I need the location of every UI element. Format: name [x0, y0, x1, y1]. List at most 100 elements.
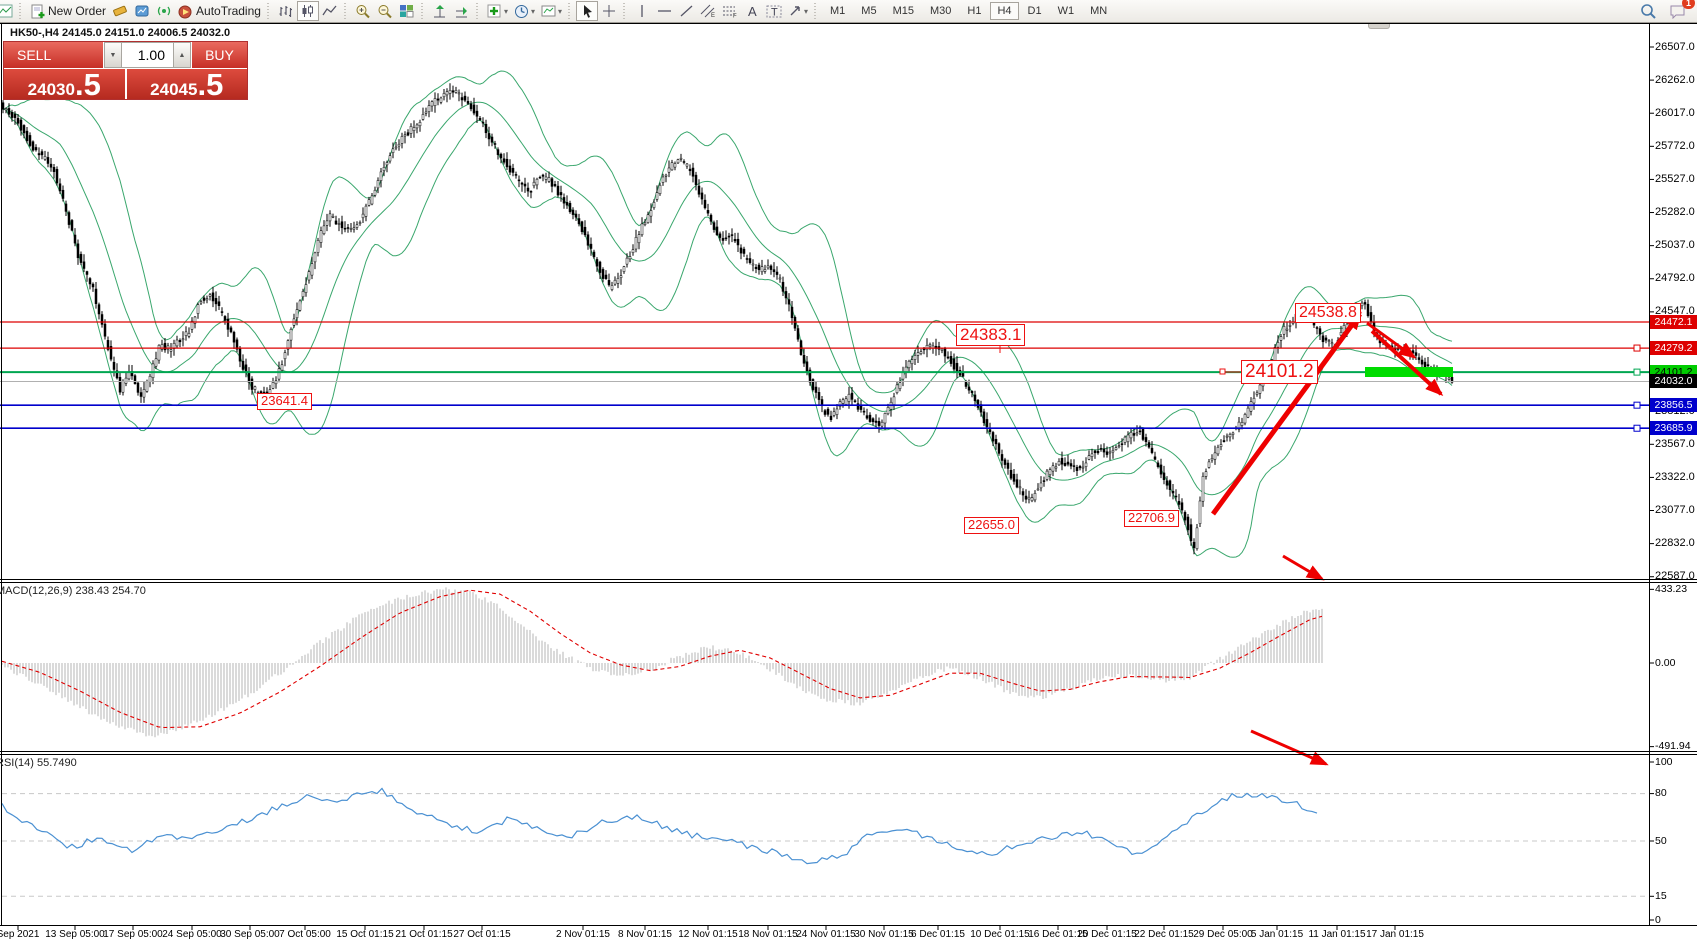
y-axis-label: 24547.0	[1655, 305, 1695, 318]
candlestick-series	[1, 83, 1454, 555]
x-axis-label: 22 Dec 01:15	[1134, 929, 1194, 940]
buy-price[interactable]: 24045.5	[124, 69, 247, 100]
chevron-down-icon: ▾	[530, 6, 535, 16]
x-axis-label: 6 Dec 01:15	[911, 929, 965, 940]
timeframe-H1[interactable]: H1	[967, 5, 982, 17]
candlestick-chart-icon[interactable]	[296, 1, 319, 21]
y-axis-label: 25527.0	[1655, 172, 1695, 185]
price-annotation-22655.0[interactable]: 22655.0	[964, 517, 1019, 534]
price-annotation-24538.8[interactable]: 24538.8	[1295, 303, 1361, 324]
chart-shift-icon[interactable]	[429, 1, 451, 21]
chart-window-icon[interactable]	[0, 1, 16, 21]
trendline-icon[interactable]	[675, 1, 697, 21]
timeframe-M15[interactable]: M15	[892, 5, 914, 17]
profile-icon[interactable]	[131, 1, 153, 21]
templates-icon[interactable]: ▾	[538, 1, 565, 21]
toolbar-grip	[568, 3, 573, 19]
timeframe-H4[interactable]: H4	[990, 2, 1019, 20]
timeframe-D1[interactable]: D1	[1027, 5, 1042, 17]
buy-button[interactable]: BUY	[191, 42, 247, 68]
chart-title: HK50-,H4 24145.0 24151.0 24006.5 24032.0	[10, 27, 231, 39]
buy-price-int: 24045	[150, 80, 198, 99]
horizontal-line-icon[interactable]	[653, 1, 675, 21]
arrows-icon[interactable]: ▾	[785, 1, 811, 21]
timeframe-M5[interactable]: M5	[861, 5, 877, 17]
toolbar-grip	[420, 3, 426, 19]
x-axis-label: 11 Jan 01:15	[1308, 929, 1366, 940]
price-annotation-23641.4[interactable]: 23641.4	[257, 393, 312, 410]
price-annotation-24101.2[interactable]: 24101.2	[1241, 360, 1318, 384]
sell-button[interactable]: SELL	[4, 42, 104, 68]
chat-icon[interactable]: 1	[1666, 0, 1695, 21]
indicators-icon[interactable]: ▾	[484, 1, 511, 21]
text-label-icon[interactable]: T	[763, 1, 785, 21]
sell-price-int: 24030	[27, 80, 75, 99]
x-axis-label: 30 Sep 05:00	[220, 929, 280, 940]
indicator-panels	[1, 587, 1649, 897]
tile-windows-icon[interactable]	[396, 1, 418, 21]
bar-chart-icon[interactable]	[275, 1, 297, 21]
equidistant-channel-icon[interactable]: E	[697, 1, 719, 21]
svg-text:E: E	[711, 13, 715, 18]
autotrading-button[interactable]: AutoTrading	[175, 1, 264, 21]
price-badge-24032.0: 24032.0	[1650, 374, 1697, 389]
x-axis-label: 13 Sep 05:00	[45, 929, 105, 940]
new-order-label: New Order	[48, 4, 107, 18]
window-splitter-handle[interactable]	[1368, 24, 1390, 29]
y-axis-label: 24792.0	[1655, 272, 1695, 285]
x-axis-label: 8 Nov 01:15	[618, 929, 672, 940]
x-axis-label: 17 Jan 01:15	[1366, 929, 1424, 940]
x-axis-label: 12 Nov 01:15	[678, 929, 738, 940]
x-axis-label: 20 Dec 01:15	[1077, 929, 1137, 940]
y-axis-label: 23322.0	[1655, 470, 1695, 483]
svg-text:A: A	[748, 4, 757, 18]
crosshair-icon[interactable]	[598, 1, 620, 21]
price-annotation-24383.1[interactable]: 24383.1	[956, 324, 1026, 346]
fibonacci-icon[interactable]: F	[719, 1, 741, 21]
text-icon[interactable]: A	[741, 1, 763, 21]
sell-price[interactable]: 24030.5	[4, 69, 125, 100]
autotrading-label: AutoTrading	[196, 4, 261, 18]
price-badge-23685.9: 23685.9	[1650, 421, 1697, 436]
timeframe-switcher: M1 M5 M15 M30 H1 H4 D1 W1 MN	[822, 2, 1115, 20]
search-icon[interactable]	[1637, 1, 1660, 21]
x-axis-label: 24 Nov 01:15	[796, 929, 856, 940]
x-axis-label: 15 Oct 01:15	[336, 929, 394, 940]
annotations-layer	[999, 311, 1453, 766]
zoom-out-icon[interactable]	[374, 1, 396, 21]
timeframe-W1[interactable]: W1	[1057, 5, 1075, 17]
x-axis-label: 5 Jan 01:15	[1250, 929, 1304, 940]
macd-indicator-label: MACD(12,26,9) 238.43 254.70	[0, 585, 146, 597]
zoom-in-icon[interactable]	[352, 1, 374, 21]
styler-icon[interactable]	[109, 1, 131, 21]
volume-input[interactable]: 1.00	[122, 42, 173, 68]
signals-icon[interactable]	[153, 1, 175, 21]
timeframe-M1[interactable]: M1	[830, 5, 846, 17]
x-axis-label: 30 Nov 01:15	[854, 929, 914, 940]
price-badge-24279.2: 24279.2	[1650, 341, 1697, 356]
rsi-scale-100: 100	[1655, 755, 1673, 768]
price-badge-24472.1: 24472.1	[1650, 314, 1697, 329]
rsi-scale-80: 80	[1655, 787, 1667, 800]
new-order-button[interactable]: New Order	[27, 1, 109, 21]
y-axis-label: 26262.0	[1655, 73, 1695, 86]
price-annotation-22706.9[interactable]: 22706.9	[1124, 510, 1179, 527]
timeframe-M30[interactable]: M30	[929, 5, 952, 17]
timeframe-MN[interactable]: MN	[1090, 5, 1108, 17]
rsi-scale-15: 15	[1655, 889, 1667, 902]
periods-icon[interactable]: ▾	[511, 1, 538, 21]
rsi-scale-0: 0	[1655, 913, 1661, 926]
x-axis-label: 29 Dec 05:00	[1193, 929, 1253, 940]
main-toolbar: New Order AutoTrading	[0, 0, 1697, 23]
svg-text:F: F	[733, 14, 737, 19]
y-axis-label: 26507.0	[1655, 40, 1695, 53]
auto-scroll-icon[interactable]	[451, 1, 473, 21]
toolbar-grip	[343, 3, 349, 19]
x-axis-label: 21 Oct 01:15	[395, 929, 453, 940]
line-chart-icon[interactable]	[319, 1, 341, 21]
y-axis-label: 23077.0	[1655, 504, 1695, 516]
vertical-line-icon[interactable]	[631, 1, 653, 21]
cursor-icon[interactable]	[576, 1, 598, 21]
x-axis-label: 7 Oct 05:00	[279, 929, 331, 940]
volume-decrease-button[interactable]: ▼	[104, 42, 122, 68]
